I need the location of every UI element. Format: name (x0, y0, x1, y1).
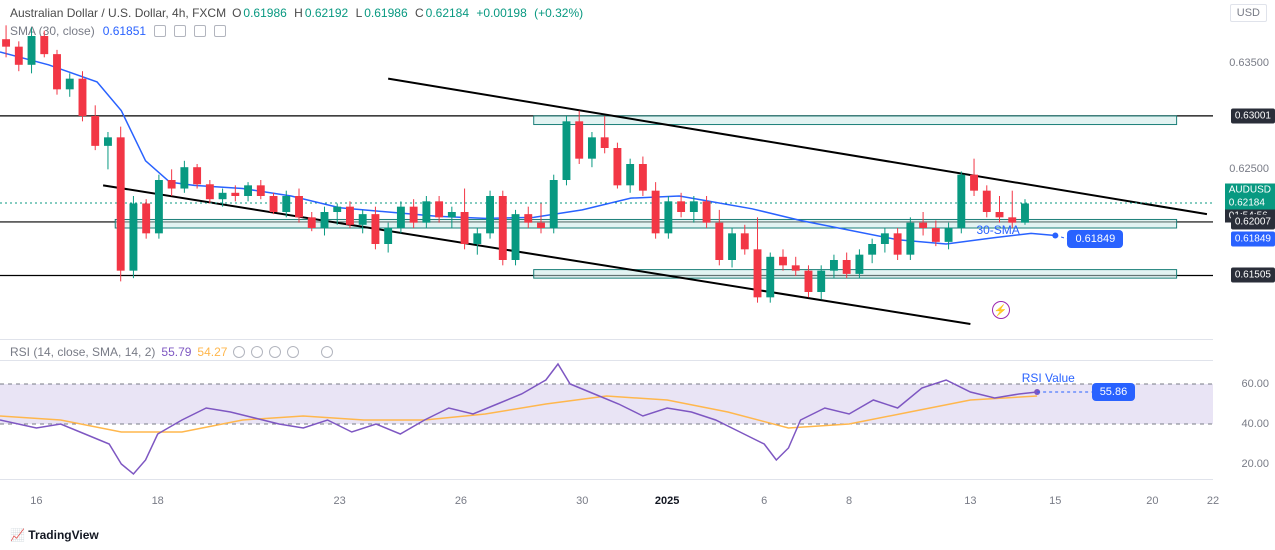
price-pane[interactable]: 0.61849 30-SMA ⚡ (0, 20, 1213, 340)
rsi-label: RSI (14, close, SMA, 14, 2) (10, 345, 155, 359)
time-tick: 15 (1049, 495, 1061, 507)
time-tick: 18 (152, 495, 164, 507)
gear-icon[interactable] (251, 346, 263, 358)
rsi-pane[interactable]: 55.86 RSI Value (0, 360, 1213, 480)
price-label: 0.61505 (1231, 268, 1275, 283)
chart-container: Australian Dollar / U.S. Dollar, 4h, FXC… (0, 0, 1275, 550)
h-value: 0.62192 (305, 6, 348, 20)
change-value: +0.00198 (476, 6, 526, 20)
snapshot-icon[interactable] (321, 346, 333, 358)
rsi-tick: 20.00 (1241, 458, 1269, 470)
price-tick: 0.63500 (1229, 57, 1269, 69)
rsi-value-1: 55.79 (161, 345, 191, 359)
sma-callout-label: 30-SMA (976, 223, 1019, 237)
eye-icon[interactable] (233, 346, 245, 358)
time-tick: 16 (30, 495, 42, 507)
sma-callout-value: 0.61849 (1067, 230, 1123, 248)
price-label: 0.62007 (1231, 214, 1275, 229)
l-label: L (356, 6, 363, 20)
rsi-axis[interactable]: 60.00 40.00 20.00 (1213, 360, 1275, 480)
rsi-value-2: 54.27 (197, 345, 227, 359)
chart-header: Australian Dollar / U.S. Dollar, 4h, FXC… (10, 6, 583, 20)
time-tick: 8 (846, 495, 852, 507)
time-tick: 2025 (655, 495, 679, 507)
price-axis[interactable]: 0.635000.625000.63001AUDUSD0.6218401:54:… (1213, 20, 1275, 340)
symbol-title[interactable]: Australian Dollar / U.S. Dollar, 4h, FXC… (10, 6, 226, 20)
time-tick: 20 (1146, 495, 1158, 507)
o-value: 0.61986 (243, 6, 286, 20)
close-icon[interactable] (269, 346, 281, 358)
c-value: 0.62184 (426, 6, 469, 20)
bolt-icon[interactable]: ⚡ (992, 301, 1010, 319)
rsi-callout-label: RSI Value (1022, 371, 1075, 385)
time-tick: 23 (334, 495, 346, 507)
rsi-tick: 60.00 (1241, 378, 1269, 390)
l-value: 0.61986 (364, 6, 407, 20)
time-tick: 22 (1207, 495, 1219, 507)
more-icon[interactable] (287, 346, 299, 358)
tradingview-logo[interactable]: 📈 TradingView (10, 528, 99, 542)
price-chart-svg (0, 20, 1213, 340)
time-axis[interactable]: 161823263020256813152022 (0, 495, 1213, 515)
time-tick: 26 (455, 495, 467, 507)
logo-icon: 📈 (10, 528, 25, 542)
price-tick: 0.62500 (1229, 163, 1269, 175)
c-label: C (415, 6, 424, 20)
h-label: H (294, 6, 303, 20)
time-tick: 30 (576, 495, 588, 507)
rsi-header[interactable]: RSI (14, close, SMA, 14, 2) 55.79 54.27 (10, 345, 333, 359)
rsi-tick: 40.00 (1241, 418, 1269, 430)
ohlc-readout: O0.61986 H0.62192 L0.61986 C0.62184 +0.0… (232, 6, 583, 20)
price-label: 0.61849 (1231, 231, 1275, 246)
rsi-callout-value: 55.86 (1092, 383, 1136, 401)
time-tick: 6 (761, 495, 767, 507)
o-label: O (232, 6, 241, 20)
logo-text: TradingView (28, 528, 98, 542)
change-pct: (+0.32%) (534, 6, 583, 20)
time-tick: 13 (964, 495, 976, 507)
price-label: 0.63001 (1231, 108, 1275, 123)
